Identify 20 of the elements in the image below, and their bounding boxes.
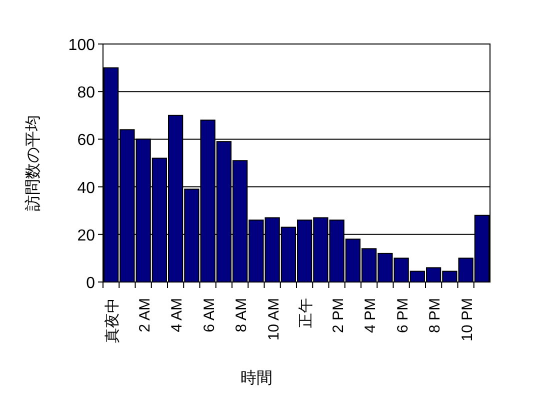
x-tick-label: 2 AM — [136, 298, 154, 332]
y-tick-label: 60 — [77, 132, 96, 150]
x-tick-label: 6 AM — [200, 298, 218, 332]
x-tick-label: 正午 — [298, 298, 315, 328]
x-tick-label: 4 AM — [168, 298, 186, 332]
y-tick-label: 20 — [77, 227, 96, 244]
x-tick-label: 4 PM — [362, 298, 380, 334]
y-tick-label: 80 — [77, 84, 96, 102]
x-tick-label: 10 AM — [265, 298, 282, 341]
y-tick-label: 100 — [68, 37, 96, 54]
y-tick-label: 0 — [86, 275, 96, 292]
x-tick-label: 8 PM — [426, 298, 444, 334]
y-tick-label: 40 — [77, 180, 96, 197]
x-tick-label: 真夜中 — [104, 298, 122, 343]
x-tick-label: 6 PM — [394, 298, 412, 334]
x-tick-label: 2 PM — [330, 298, 347, 334]
x-tick-label: 8 AM — [233, 298, 250, 332]
x-tick-label: 10 PM — [458, 298, 476, 342]
y-axis-title: 訪問数の平均 — [24, 115, 42, 211]
x-axis-title: 時間 — [240, 369, 272, 387]
